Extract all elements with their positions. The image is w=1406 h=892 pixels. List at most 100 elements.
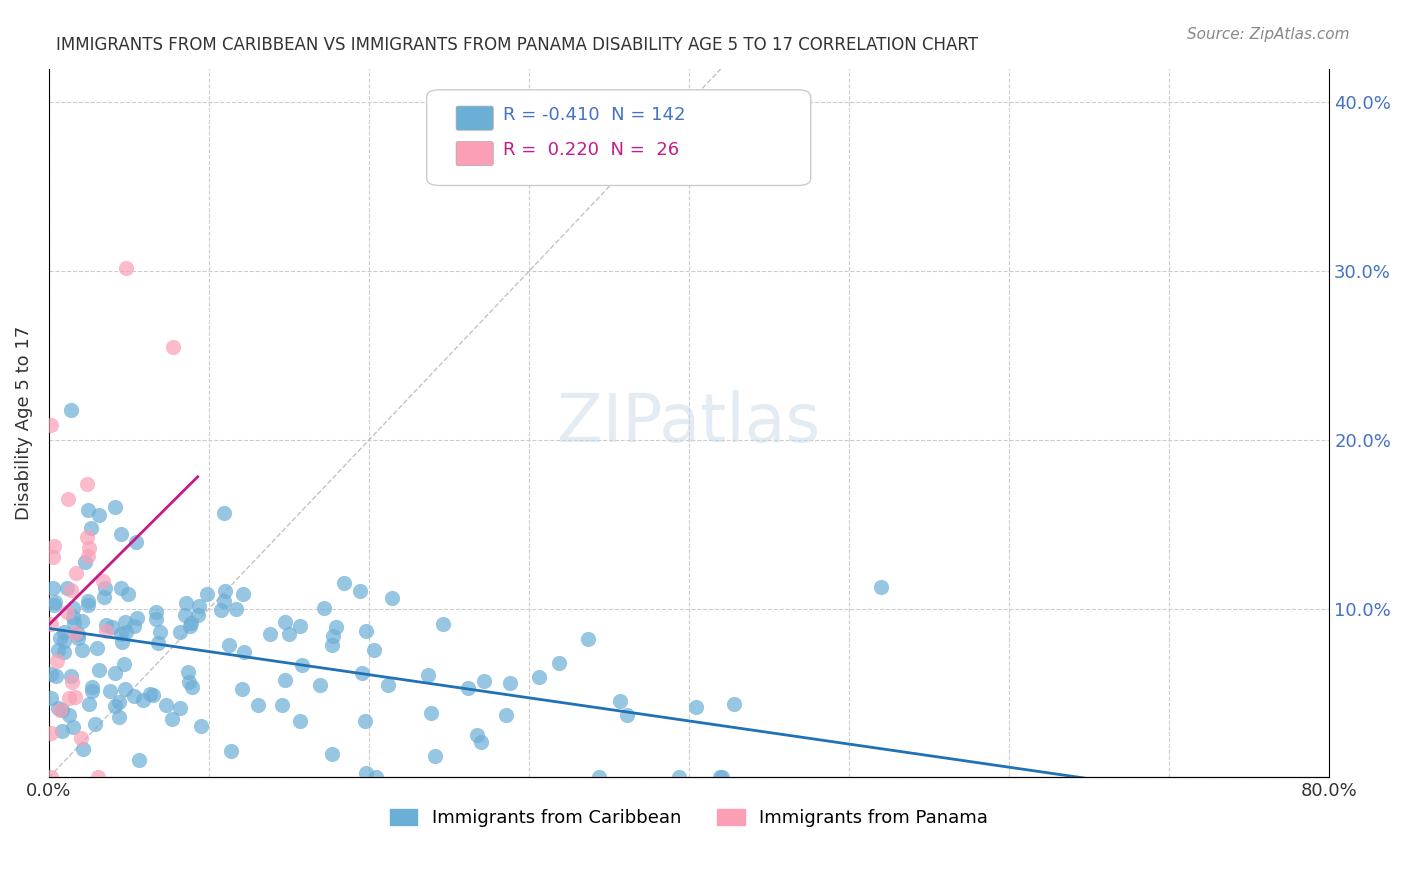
Point xyxy=(72,742,94,756)
Point xyxy=(112,657,135,672)
Point xyxy=(195,587,218,601)
Point xyxy=(870,580,893,594)
Point xyxy=(122,689,145,703)
Point xyxy=(356,624,378,639)
Point xyxy=(86,640,108,655)
Point xyxy=(111,635,134,649)
Point xyxy=(354,714,377,728)
Point xyxy=(145,612,167,626)
Point xyxy=(366,771,388,785)
Point xyxy=(174,607,197,622)
Point xyxy=(58,708,80,723)
Point xyxy=(91,574,114,588)
Point xyxy=(49,702,72,716)
Point xyxy=(80,521,103,535)
Point xyxy=(39,666,62,681)
Point xyxy=(588,771,610,785)
Point xyxy=(685,700,707,714)
Point xyxy=(723,697,745,711)
Point xyxy=(162,340,184,354)
Point xyxy=(39,691,62,706)
Point xyxy=(419,706,441,720)
Point xyxy=(115,625,138,640)
Point xyxy=(65,566,87,581)
Point xyxy=(160,712,183,726)
Point xyxy=(39,725,62,739)
Point xyxy=(86,771,108,785)
Point xyxy=(45,668,67,682)
Point xyxy=(274,615,297,630)
Point xyxy=(155,698,177,712)
Point xyxy=(77,594,100,608)
FancyBboxPatch shape xyxy=(456,106,494,130)
Point xyxy=(132,693,155,707)
Point xyxy=(94,624,117,638)
Point xyxy=(101,620,124,634)
Point xyxy=(70,643,93,657)
Point xyxy=(179,618,201,632)
Point xyxy=(42,598,65,612)
Point xyxy=(93,590,115,604)
Point xyxy=(80,680,103,694)
Point xyxy=(187,607,209,622)
Point xyxy=(146,636,169,650)
Point xyxy=(125,611,148,625)
Point xyxy=(616,707,638,722)
Point xyxy=(107,696,129,710)
Point xyxy=(107,710,129,724)
Point xyxy=(52,633,75,648)
Point xyxy=(42,539,65,553)
Point xyxy=(325,620,347,634)
Point xyxy=(79,541,101,556)
Point xyxy=(219,744,242,758)
Point xyxy=(42,582,65,596)
Text: Source: ZipAtlas.com: Source: ZipAtlas.com xyxy=(1187,27,1350,42)
Point xyxy=(499,676,522,690)
Point xyxy=(128,753,150,767)
Point xyxy=(142,689,165,703)
Point xyxy=(176,665,198,680)
Point xyxy=(212,594,235,608)
Point xyxy=(110,627,132,641)
Point xyxy=(190,718,212,732)
Point xyxy=(527,670,550,684)
Point xyxy=(51,703,73,717)
Point xyxy=(333,576,356,591)
Text: IMMIGRANTS FROM CARIBBEAN VS IMMIGRANTS FROM PANAMA DISABILITY AGE 5 TO 17 CORRE: IMMIGRANTS FROM CARIBBEAN VS IMMIGRANTS … xyxy=(56,36,979,54)
Point xyxy=(73,555,96,569)
Point xyxy=(117,587,139,601)
Point xyxy=(60,669,83,683)
Legend: Immigrants from Caribbean, Immigrants from Panama: Immigrants from Caribbean, Immigrants fr… xyxy=(384,801,995,834)
Point xyxy=(80,684,103,698)
Point xyxy=(70,614,93,628)
Point xyxy=(62,720,84,734)
Point xyxy=(218,639,240,653)
Point xyxy=(77,503,100,517)
Point xyxy=(169,700,191,714)
Point xyxy=(349,583,371,598)
Point xyxy=(214,506,236,520)
Point xyxy=(55,605,77,619)
Point xyxy=(225,602,247,616)
Point xyxy=(467,728,489,742)
Point xyxy=(277,627,299,641)
Point xyxy=(472,673,495,688)
Point xyxy=(76,477,98,491)
Point xyxy=(114,682,136,697)
Point xyxy=(44,594,66,608)
Point xyxy=(104,699,127,714)
Point xyxy=(231,681,253,696)
FancyBboxPatch shape xyxy=(456,142,494,166)
Point xyxy=(122,619,145,633)
Point xyxy=(53,624,76,639)
Point xyxy=(83,716,105,731)
Point xyxy=(76,598,98,612)
Point xyxy=(425,749,447,764)
Point xyxy=(98,684,121,698)
Point xyxy=(46,643,69,657)
Point xyxy=(668,771,690,785)
Point xyxy=(125,535,148,549)
Text: R =  0.220  N =  26: R = 0.220 N = 26 xyxy=(503,141,679,159)
Point xyxy=(322,629,344,643)
Point xyxy=(576,632,599,647)
